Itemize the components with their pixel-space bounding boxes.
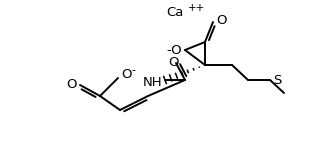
Text: O: O [67,78,77,90]
Text: O: O [169,57,179,69]
Text: S: S [273,74,281,86]
Text: -: - [131,65,135,75]
Text: O: O [216,14,226,26]
Text: Ca: Ca [166,7,184,19]
Text: ++: ++ [188,3,205,13]
Text: O: O [121,69,132,81]
Text: -O: -O [166,43,182,57]
Text: NH: NH [142,76,162,88]
